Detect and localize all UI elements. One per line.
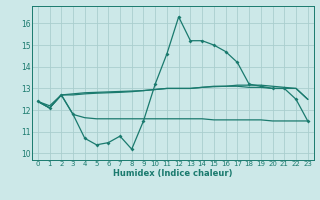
X-axis label: Humidex (Indice chaleur): Humidex (Indice chaleur) (113, 169, 233, 178)
